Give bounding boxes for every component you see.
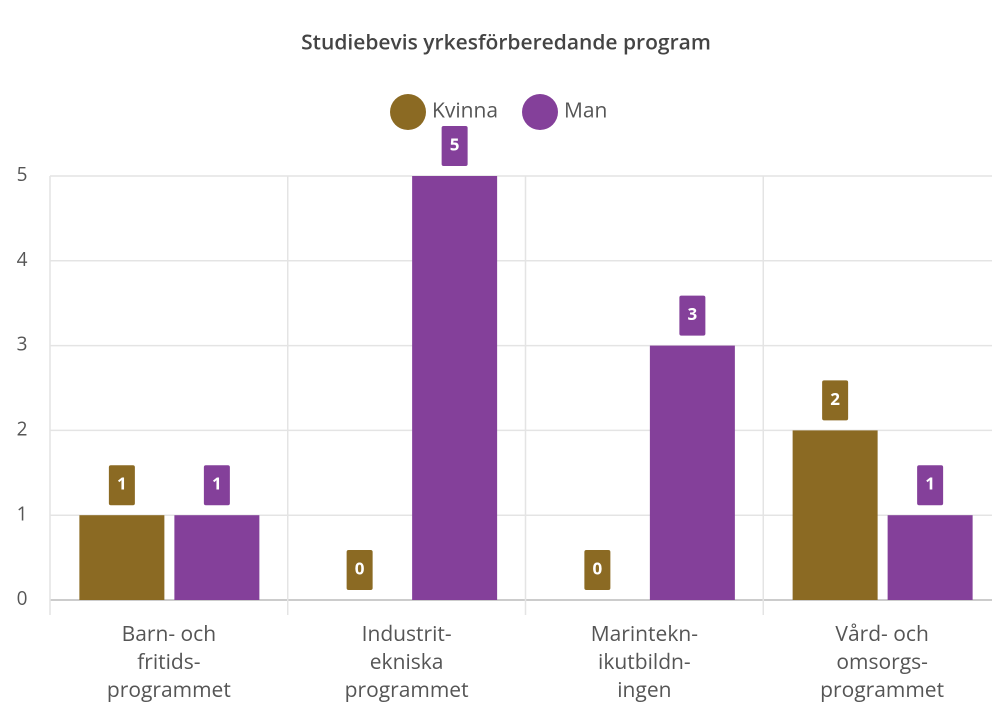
value-label-box — [822, 380, 849, 421]
value-label-box — [679, 295, 706, 336]
value-label-box — [917, 465, 944, 506]
value-label: 5 — [450, 133, 460, 156]
bar — [649, 345, 735, 600]
x-tick-label: Barn- och fritids- programmet — [106, 620, 231, 704]
value-label: 3 — [688, 302, 698, 325]
y-tick-label: 3 — [17, 331, 28, 357]
value-label: 0 — [355, 557, 365, 580]
bar — [174, 515, 260, 600]
legend-label: Man — [564, 97, 607, 125]
y-tick-label: 2 — [17, 415, 28, 441]
legend-swatch — [522, 94, 558, 130]
value-label: 0 — [593, 557, 603, 580]
x-tick-label: Vård- och omsorgs- programmet — [820, 620, 945, 704]
value-label: 1 — [925, 472, 935, 495]
value-label-box — [203, 465, 230, 506]
chart-title: Studiebevis yrkesförberedande program — [301, 29, 711, 57]
bar — [887, 515, 973, 600]
value-label-box — [584, 550, 611, 590]
y-tick-label: 5 — [17, 161, 28, 187]
value-label-box — [108, 465, 135, 506]
x-tick-label: Marintekn- ikutbildn- ingen — [590, 620, 699, 704]
value-label: 1 — [117, 472, 127, 495]
value-label-box — [441, 126, 468, 166]
y-tick-label: 0 — [17, 585, 28, 611]
bar — [792, 430, 878, 600]
legend-label: Kvinna — [432, 97, 498, 125]
bar — [412, 176, 498, 600]
y-tick-label: 1 — [17, 500, 28, 526]
bar — [79, 515, 165, 600]
value-label: 2 — [830, 387, 840, 410]
value-label: 1 — [212, 472, 222, 495]
x-tick-label: Industrit- ekniska programmet — [344, 620, 469, 704]
value-label-box — [346, 550, 373, 590]
legend-swatch — [390, 94, 426, 130]
y-tick-label: 4 — [17, 246, 28, 272]
